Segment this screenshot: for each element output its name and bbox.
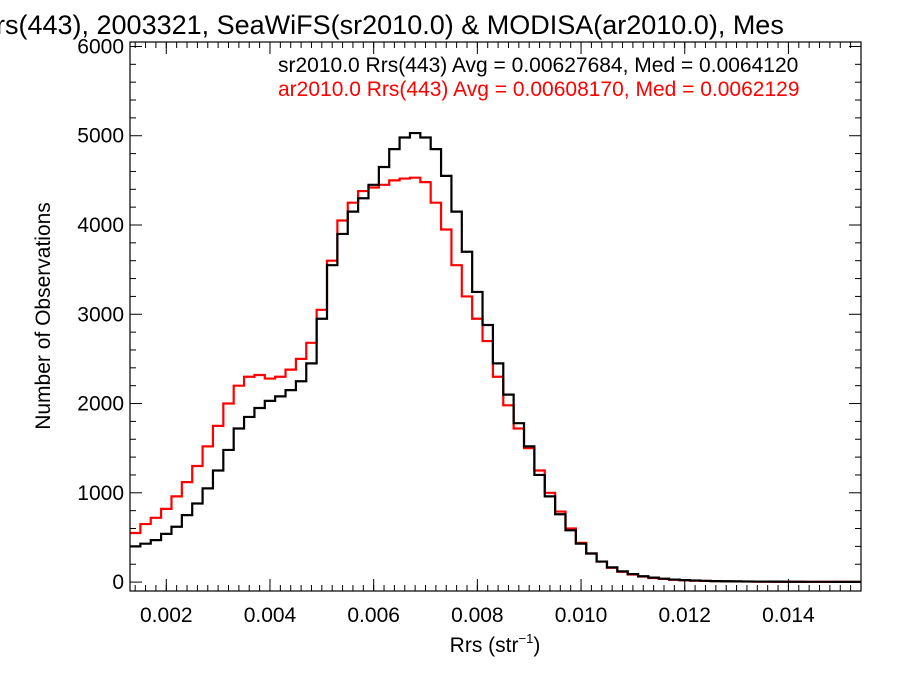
stats-annotation-2: ar2010.0 Rrs(443) Avg = 0.00608170, Med … <box>278 78 800 101</box>
series-layer <box>130 131 861 583</box>
y-axis: 0 1000 2000 3000 4000 5000 6000 <box>77 35 861 594</box>
x-tick-label: 0.004 <box>244 604 297 627</box>
y-tick-label: 2000 <box>77 393 124 416</box>
x-axis-label-main: Rrs (str <box>450 634 519 657</box>
y-tick-label: 3000 <box>77 303 124 326</box>
series-line-sr2010-0 <box>130 131 861 583</box>
annotation-layer: sr2010.0 Rrs(443) Avg = 0.00627684, Med … <box>278 54 800 101</box>
plot-frame <box>129 41 862 592</box>
x-tick-label: 0.006 <box>347 604 400 627</box>
y-tick-label: 6000 <box>77 35 124 58</box>
y-tick-label: 1000 <box>77 482 124 505</box>
y-tick-label: 5000 <box>77 125 124 148</box>
x-tick-label: 0.008 <box>451 604 504 627</box>
y-tick-label: 0 <box>112 571 124 594</box>
stats-annotation-1: sr2010.0 Rrs(443) Avg = 0.00627684, Med … <box>278 54 798 77</box>
x-axis-label: Rrs (str−1) <box>450 631 541 657</box>
x-axis: 0.002 0.004 0.006 0.008 0.010 0.012 0.014 <box>134 42 852 627</box>
x-tick-label: 0.010 <box>555 604 608 627</box>
x-tick-label: 0.012 <box>658 604 711 627</box>
chart-title: rs(443), 2003321, SeaWiFS(sr2010.0) & MO… <box>0 10 784 40</box>
x-axis-label-superscript: −1 <box>519 631 534 646</box>
x-tick-label: 0.002 <box>140 604 193 627</box>
y-axis-label: Number of Observations <box>32 202 55 430</box>
x-tick-label: 0.014 <box>762 604 815 627</box>
y-tick-label: 4000 <box>77 214 124 237</box>
x-axis-label-close: ) <box>533 634 540 657</box>
